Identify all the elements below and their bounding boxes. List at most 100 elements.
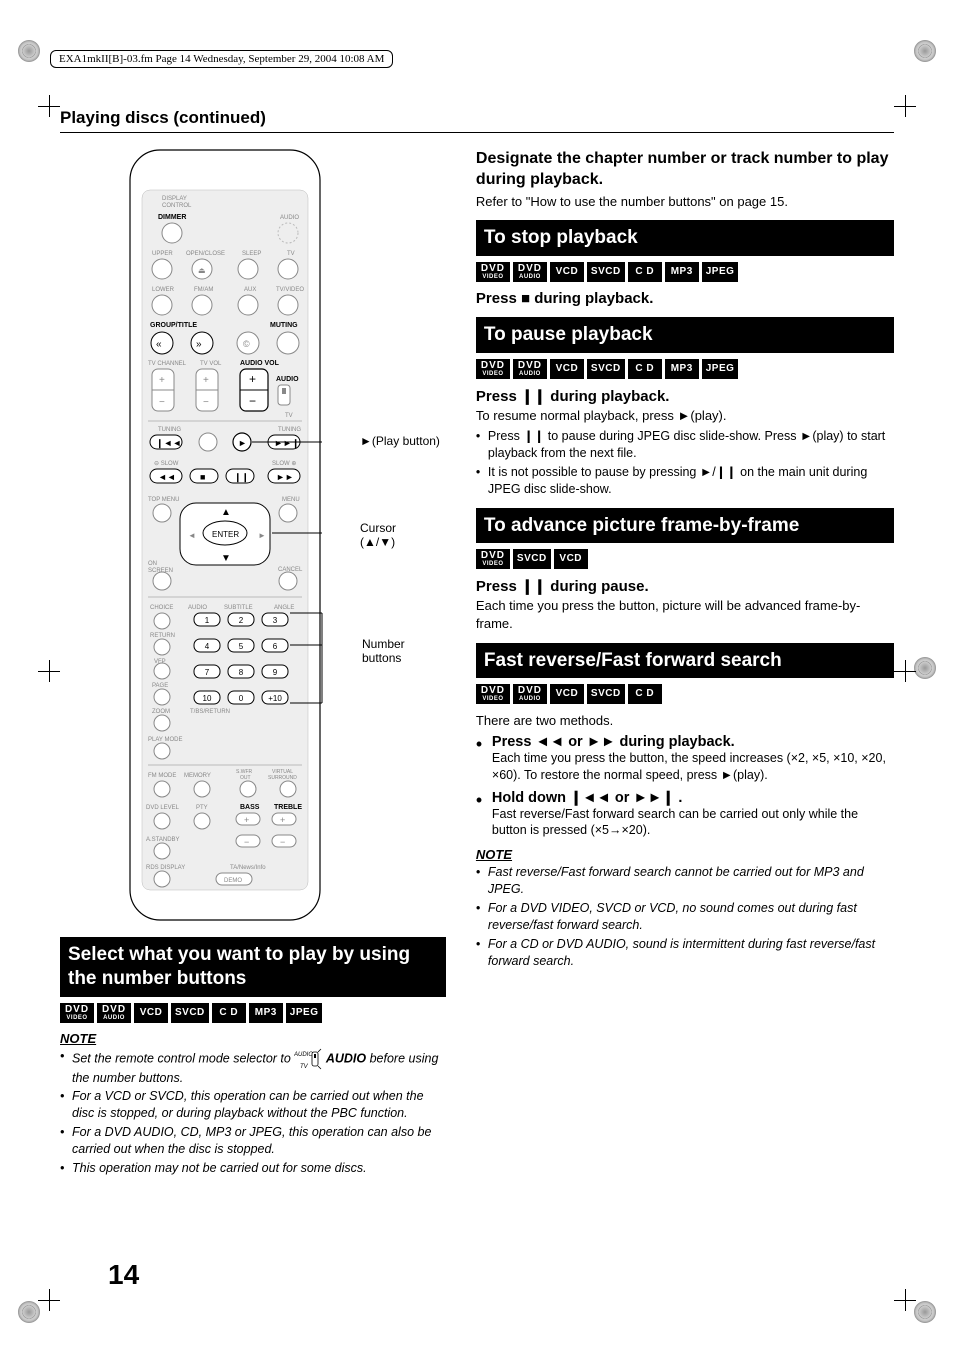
format-badge: DVDAUDIO [513,262,547,282]
svg-text:■: ■ [200,472,205,482]
svg-text:MENU: MENU [282,497,300,503]
svg-text:SLOW ⊕: SLOW ⊕ [272,461,296,467]
svg-text:►►❙: ►►❙ [274,438,299,449]
svg-text:8: 8 [239,668,244,677]
format-badge: MP3 [665,262,699,282]
svg-text:T/BS/RETURN: T/BS/RETURN [190,709,230,715]
svg-text:−: − [159,397,165,408]
svg-text:◄◄: ◄◄ [158,472,176,482]
format-badge: SVCD [587,359,625,379]
callout-numbers: Number buttons [362,637,405,665]
svg-text:+: + [159,375,165,386]
note-item: For a CD or DVD AUDIO, sound is intermit… [476,936,894,970]
svg-text:▲: ▲ [221,507,231,518]
svg-text:+: + [203,375,209,386]
svg-text:TOP MENU: TOP MENU [148,497,179,503]
svg-text:◄: ◄ [188,531,196,540]
format-badges: DVDVIDEODVDAUDIOVCDSVCDC DMP3JPEG [476,359,894,379]
svg-text:CONTROL: CONTROL [162,203,192,209]
svg-text:TV VOL: TV VOL [200,361,222,367]
remote-diagram-area: DISPLAY CONTROL DIMMER AUDIO UPPER OPEN/… [60,145,446,925]
body-text: There are two methods. [476,712,894,730]
svg-text:TUNING: TUNING [278,427,301,433]
svg-text:TA/News/Info: TA/News/Info [230,865,266,871]
svg-text:MUTING: MUTING [270,322,298,329]
format-badge: SVCD [587,684,625,704]
list-item: It is not possible to pause by pressing … [476,464,894,498]
pause-icon: ❙❙ [521,388,546,405]
svg-text:TUNING: TUNING [158,427,181,433]
registration-mark [18,1301,40,1323]
svg-text:AUDIO VOL: AUDIO VOL [240,360,280,367]
crop-mark [894,660,916,682]
format-badges: DVDVIDEODVDAUDIOVCDSVCDC D [476,684,894,704]
body-text: Each time you press the button, picture … [476,597,894,632]
pause-icon: ❙❙ [521,578,546,595]
fm-header: EXA1mkII[B]-03.fm Page 14 Wednesday, Sep… [50,50,393,68]
svg-text:ON: ON [148,561,157,567]
note-item: Set the remote control mode selector to … [60,1048,446,1087]
format-badge: VCD [134,1003,168,1023]
svg-text:PTY: PTY [196,805,208,811]
svg-text:−: − [280,837,285,847]
svg-text:+10: +10 [268,694,282,703]
instruction: Press ■ during playback. [476,290,894,307]
registration-mark [914,40,936,62]
format-badge: DVDVIDEO [60,1003,94,1023]
svg-text:A.STANDBY: A.STANDBY [146,837,180,843]
right-column: Designate the chapter number or track nu… [476,145,894,1183]
crop-mark [894,1289,916,1311]
crop-mark [894,95,916,117]
note-item: For a VCD or SVCD, this operation can be… [60,1088,446,1122]
skip-icons: ❙◄◄ or ►►❙ [570,790,674,806]
format-badges: DVDVIDEOSVCDVCD [476,549,894,569]
svg-text:►: ► [238,438,247,448]
format-badge: SVCD [171,1003,209,1023]
svg-text:TV: TV [285,413,293,419]
remote-diagram: DISPLAY CONTROL DIMMER AUDIO UPPER OPEN/… [90,145,360,925]
svg-text:DIMMER: DIMMER [158,214,186,221]
format-badge: C D [212,1003,246,1023]
svg-text:FM/AM: FM/AM [194,287,213,293]
svg-text:UPPER: UPPER [152,251,173,257]
format-badge: DVDAUDIO [97,1003,131,1023]
svg-text:DVD LEVEL: DVD LEVEL [146,805,180,811]
mode-selector-icon: AUDIO TV [294,1048,322,1070]
svg-text:TREBLE: TREBLE [274,804,302,811]
format-badge: VCD [550,684,584,704]
format-badge: C D [628,262,662,282]
svg-text:1: 1 [205,616,210,625]
body-text: Refer to "How to use the number buttons"… [476,193,894,211]
svg-text:3: 3 [273,616,278,625]
page-number: 14 [108,1259,139,1291]
svg-text:4: 4 [205,642,210,651]
svg-text:−: − [249,394,256,408]
svg-text:OUT: OUT [240,775,251,781]
svg-text:SURROUND: SURROUND [268,775,297,781]
svg-text:6: 6 [273,642,278,651]
format-badge: VCD [554,549,588,569]
heading-stop: To stop playback [476,220,894,256]
svg-text:7: 7 [205,668,210,677]
svg-text:AUDIO: AUDIO [188,605,207,611]
registration-mark [914,657,936,679]
format-badge: DVDAUDIO [513,359,547,379]
svg-text:DISPLAY: DISPLAY [162,196,187,202]
note-item: For a DVD VIDEO, SVCD or VCD, no sound c… [476,900,894,934]
svg-text:MEMORY: MEMORY [184,773,211,779]
format-badges: DVDVIDEODVDAUDIOVCDSVCDC DMP3JPEG [60,1003,446,1023]
heading-fast: Fast reverse/Fast forward search [476,643,894,679]
heading-pause: To pause playback [476,317,894,353]
svg-text:PAGE: PAGE [152,683,168,689]
registration-mark [18,40,40,62]
heading-frame: To advance picture frame-by-frame [476,508,894,544]
svg-text:SLEEP: SLEEP [242,251,261,257]
svg-text:⊖ SLOW: ⊖ SLOW [154,461,179,467]
svg-text:DEMO: DEMO [224,878,242,884]
fast-icons: ◄◄ or ►► [535,734,615,750]
svg-text:TV: TV [300,1064,309,1070]
svg-text:❙❙: ❙❙ [234,472,249,483]
crop-mark [38,660,60,682]
svg-text:►►: ►► [276,472,294,482]
note-list: Set the remote control mode selector to … [60,1048,446,1177]
